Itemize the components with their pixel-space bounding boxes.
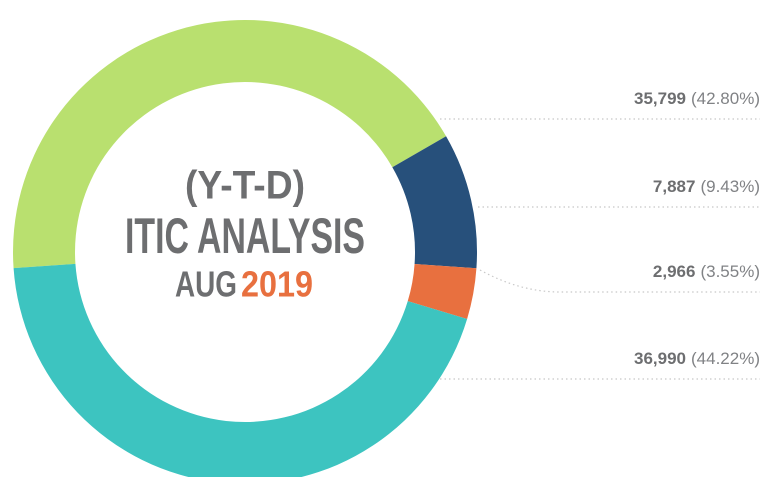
leader-line bbox=[479, 269, 760, 293]
slice-percent: (9.43%) bbox=[700, 177, 760, 196]
donut-slice bbox=[13, 263, 468, 477]
period-month: AUG bbox=[175, 264, 237, 305]
slice-value: 36,990 bbox=[634, 349, 686, 368]
slice-label: 35,799 (42.80%) bbox=[634, 89, 760, 108]
donut-slice bbox=[13, 20, 447, 269]
period-year: 2019 bbox=[241, 264, 313, 305]
slice-percent: (44.22%) bbox=[691, 349, 760, 368]
slice-percent: (42.80%) bbox=[691, 89, 760, 108]
slice-label: 2,966 (3.55%) bbox=[653, 262, 760, 281]
slice-label: 7,887 (9.43%) bbox=[653, 177, 760, 196]
slice-value: 2,966 bbox=[653, 262, 696, 281]
slice-label: 36,990 (44.22%) bbox=[634, 349, 760, 368]
slice-value: 35,799 bbox=[634, 89, 686, 108]
donut-slice bbox=[407, 263, 477, 320]
slice-value: 7,887 bbox=[653, 177, 696, 196]
slice-percent: (3.55%) bbox=[700, 262, 760, 281]
chart-subtitle: (Y-T-D) bbox=[185, 164, 305, 208]
donut-slice bbox=[392, 136, 477, 269]
chart-title: ITIC ANALYSIS bbox=[125, 208, 365, 264]
